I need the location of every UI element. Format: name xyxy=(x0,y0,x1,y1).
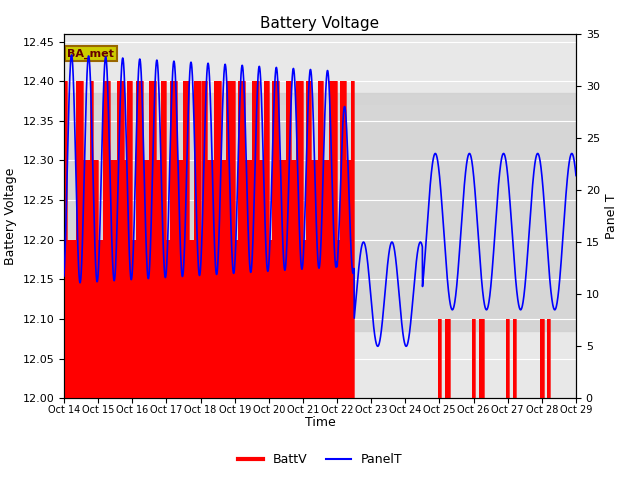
Bar xyxy=(64,93,576,331)
Title: Battery Voltage: Battery Voltage xyxy=(260,16,380,31)
Y-axis label: Battery Voltage: Battery Voltage xyxy=(4,168,17,264)
Y-axis label: Panel T: Panel T xyxy=(605,193,618,239)
Text: BA_met: BA_met xyxy=(67,48,115,59)
X-axis label: Time: Time xyxy=(305,416,335,429)
Bar xyxy=(64,105,576,319)
Legend: BattV, PanelT: BattV, PanelT xyxy=(232,448,408,471)
